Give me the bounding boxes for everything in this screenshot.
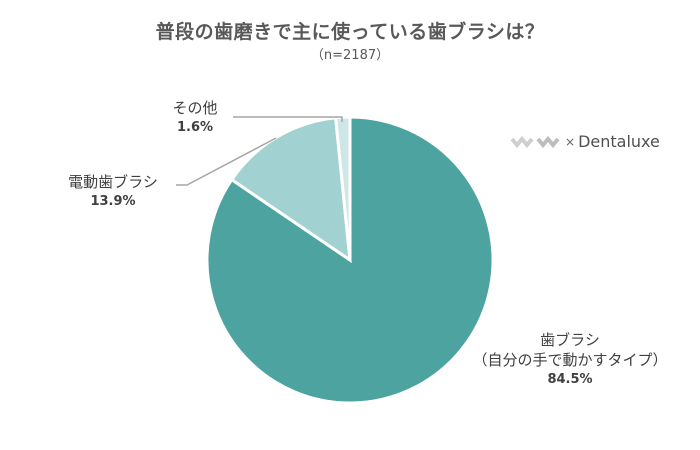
label-manual-pct: 84.5%	[547, 372, 593, 387]
label-manual: 歯ブラシ （自分の手で動かすタイプ） 84.5%	[455, 330, 685, 390]
leader-line-electric	[176, 137, 277, 186]
chart-title: 普段の歯磨きで主に使っている歯ブラシは？	[155, 21, 545, 43]
label-electric-name: 電動歯ブラシ	[68, 173, 158, 191]
sample-size: （n=2187）	[310, 48, 390, 63]
pie-slices	[205, 115, 495, 405]
label-other-pct: 1.6%	[176, 120, 214, 135]
logo-mark-icon	[510, 135, 560, 148]
label-other: その他 1.6%	[160, 98, 230, 138]
label-electric: 電動歯ブラシ 13.9%	[52, 172, 174, 212]
brand-logo: × Dentaluxe	[510, 132, 660, 151]
logo-times: ×	[565, 134, 576, 149]
logo-brand: Dentaluxe	[578, 132, 660, 151]
label-electric-pct: 13.9%	[90, 194, 136, 209]
label-manual-line2: （自分の手で動かすタイプ）	[472, 351, 668, 369]
leader-line-other	[233, 116, 343, 122]
label-other-name: その他	[172, 99, 218, 117]
label-manual-line1: 歯ブラシ	[540, 331, 600, 349]
slice-electric	[229, 116, 352, 264]
